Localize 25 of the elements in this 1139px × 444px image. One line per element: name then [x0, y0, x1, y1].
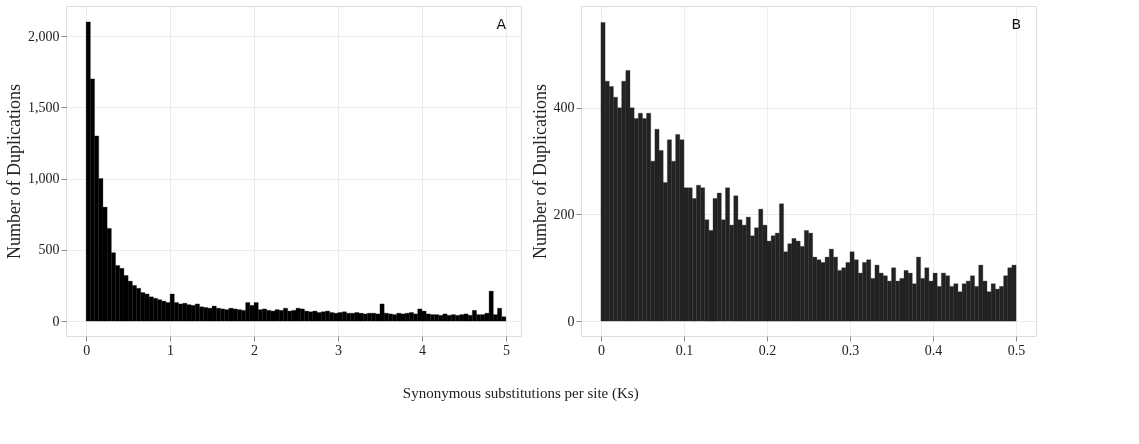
y-tick-label: 1,500: [28, 99, 60, 115]
x-tick-label: 5: [502, 342, 510, 358]
x-tick-label: 0.4: [924, 342, 943, 358]
y-axis-title: Number of Duplications: [529, 84, 550, 259]
x-tick-label: 0.1: [675, 342, 694, 358]
annotation: B: [1011, 16, 1021, 32]
annotation: A: [496, 16, 507, 32]
y-tick-label: 200: [553, 206, 575, 222]
x-axis-title: Synonymous substitutions per site (Ks): [402, 384, 639, 402]
x-tick-label: 3: [334, 342, 342, 358]
y-tick-label: 500: [38, 242, 60, 258]
x-tick-label: 4: [418, 342, 426, 358]
y-tick-label: 1,000: [28, 171, 60, 187]
x-tick-label: 0.5: [1007, 342, 1026, 358]
y-tick-label: 2,000: [28, 28, 60, 44]
x-tick-label: 2: [251, 342, 259, 358]
x-tick-label: 0.3: [841, 342, 860, 358]
x-tick-label: 0.2: [758, 342, 777, 358]
y-axis-title: Number of Duplications: [4, 84, 24, 259]
x-tick-label: 0: [83, 342, 91, 358]
y-tick-label: 0: [52, 313, 60, 329]
x-tick-label: 1: [167, 342, 175, 358]
x-tick-label: 0: [597, 342, 605, 358]
y-tick-label: 400: [553, 100, 575, 116]
y-tick-label: 0: [567, 313, 575, 329]
